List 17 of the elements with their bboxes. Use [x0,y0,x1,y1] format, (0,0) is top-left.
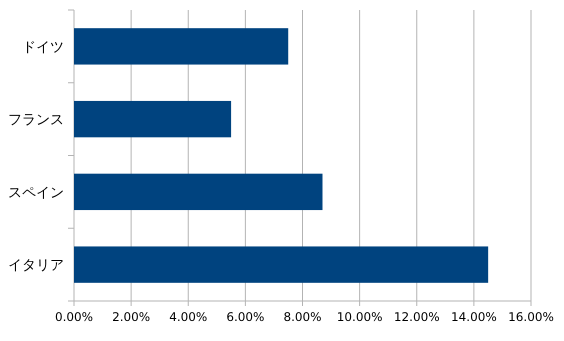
x-tick-label: 16.00% [508,310,554,324]
x-tick-label: 0.00% [54,310,94,324]
bar [74,246,488,283]
bar [74,174,322,210]
x-tick-label: 14.00% [450,310,497,324]
x-tick-label: 8.00% [283,310,322,324]
y-tick-label: ドイツ [22,39,64,56]
x-tick-label: 4.00% [169,310,208,324]
bar [74,100,232,138]
x-tick-label: 12.00% [394,310,440,324]
y-tick-label: イタリア [8,258,64,274]
y-tick-label: フランス [8,112,64,128]
x-tick-label: 6.00% [226,310,264,324]
bar [74,28,288,65]
y-tick-label: スペイン [8,184,64,201]
x-tick-label: 2.00% [112,310,150,324]
x-tick-label: 10.00% [336,310,383,324]
